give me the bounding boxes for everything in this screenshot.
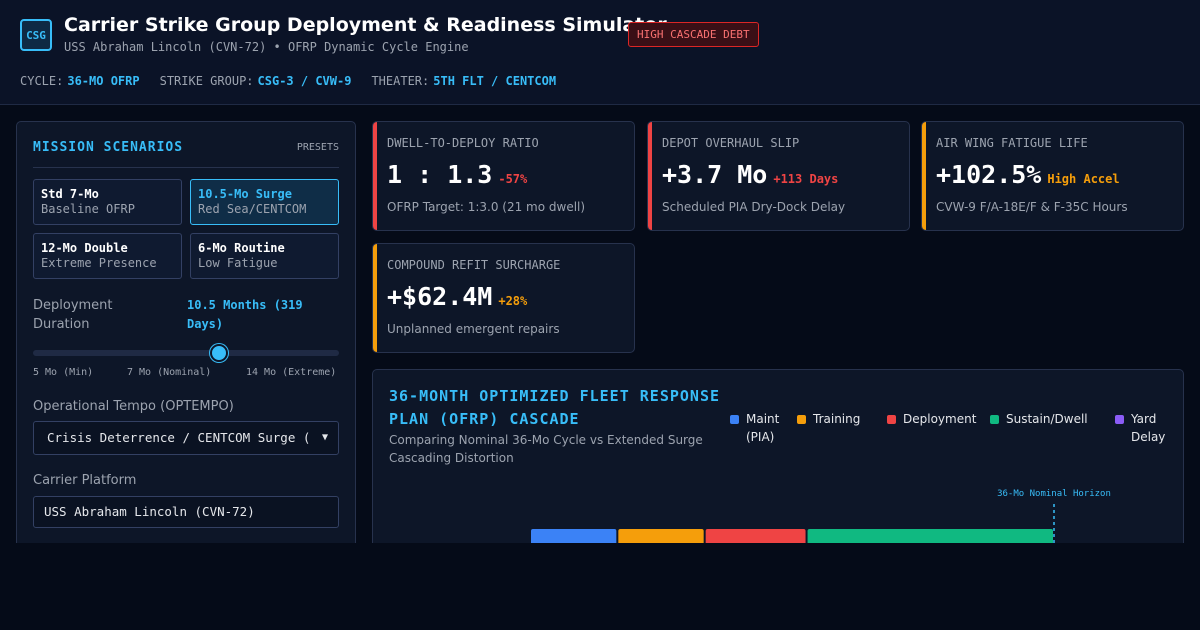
card-accent bbox=[922, 122, 926, 230]
legend-yard-delay: Yard Delay bbox=[1115, 410, 1171, 446]
preset-6mo-routine[interactable]: 6-Mo Routine Low Fatigue bbox=[190, 233, 339, 279]
card-accent bbox=[373, 244, 377, 352]
card-delta: +28% bbox=[498, 294, 528, 308]
legend-training: Training bbox=[797, 410, 860, 428]
app-title: Carrier Strike Group Deployment & Readin… bbox=[64, 14, 667, 36]
viewport-edge bbox=[0, 543, 1200, 630]
ofrp-cascade-panel: 36-MONTH OPTIMIZED FLEET RESPONSE PLAN (… bbox=[372, 369, 1184, 569]
mission-scenarios-panel: MISSION SCENARIOS PRESETS Std 7-Mo Basel… bbox=[16, 121, 356, 561]
carrier-label: Carrier Platform bbox=[33, 473, 137, 488]
preset-12mo-double[interactable]: 12-Mo Double Extreme Presence bbox=[33, 233, 182, 279]
legend-deployment: Deployment bbox=[887, 410, 976, 428]
metric-dwell-ratio: DWELL-TO-DEPLOY RATIO 1 : 1.3 -57% OFRP T… bbox=[372, 121, 635, 231]
card-accent bbox=[648, 122, 652, 230]
metric-fatigue-life: AIR WING FATIGUE LIFE +102.5% High Accel … bbox=[921, 121, 1184, 231]
carrier-platform-field[interactable]: USS Abraham Lincoln (CVN-72) bbox=[33, 496, 339, 528]
duration-value: 10.5 Months (319 Days) bbox=[187, 298, 303, 331]
meta-strike-group: STRIKE GROUP: CSG-3 / CVW-9 bbox=[159, 74, 352, 88]
horizon-label: 36-Mo Nominal Horizon bbox=[997, 489, 1111, 499]
chart-title: 36-MONTH OPTIMIZED FLEET RESPONSE PLAN (… bbox=[389, 387, 721, 428]
meta-theater: THEATER: 5TH FLT / CENTCOM bbox=[371, 74, 557, 88]
legend-sustain: Sustain/Dwell bbox=[990, 410, 1088, 428]
optempo-select[interactable]: Crisis Deterrence / CENTCOM Surge ( ▼ bbox=[33, 421, 339, 455]
chevron-down-icon: ▼ bbox=[318, 422, 332, 454]
card-accent bbox=[373, 122, 377, 230]
legend-swatch bbox=[797, 415, 806, 424]
card-delta: +113 Days bbox=[773, 172, 839, 186]
legend-swatch bbox=[1115, 415, 1124, 424]
preset-std-7mo[interactable]: Std 7-Mo Baseline OFRP bbox=[33, 179, 182, 225]
metric-refit-surcharge: COMPOUND REFIT SURCHARGE +$62.4M +28% Unp… bbox=[372, 243, 635, 353]
slider-tick-nominal: 7 Mo (Nominal) bbox=[127, 367, 212, 378]
duration-label: Deployment Duration bbox=[33, 298, 113, 332]
app-header: CSG Carrier Strike Group Deployment & Re… bbox=[0, 0, 1200, 105]
optempo-label: Operational Tempo (OPTEMPO) bbox=[33, 399, 234, 414]
card-delta: -57% bbox=[498, 172, 528, 186]
duration-slider-thumb[interactable] bbox=[209, 344, 228, 362]
legend-swatch bbox=[990, 415, 999, 424]
panel-title: MISSION SCENARIOS bbox=[33, 140, 184, 155]
metric-depot-slip: DEPOT OVERHAUL SLIP +3.7 Mo +113 Days Sch… bbox=[647, 121, 910, 231]
header-meta: CYCLE: 36-MO OFRP STRIKE GROUP: CSG-3 / CV… bbox=[20, 74, 556, 88]
legend-swatch bbox=[887, 415, 896, 424]
cascade-status-badge: HIGH CASCADE DEBT bbox=[628, 22, 759, 47]
legend-maint: Maint (PIA) bbox=[730, 410, 792, 446]
slider-tick-extreme: 14 Mo (Extreme) bbox=[246, 367, 337, 378]
app-subtitle: USS Abraham Lincoln (CVN-72) • OFRP Dyna… bbox=[64, 40, 469, 54]
meta-cycle: CYCLE: 36-MO OFRP bbox=[20, 74, 140, 88]
panel-header: MISSION SCENARIOS PRESETS bbox=[33, 140, 339, 168]
slider-tick-min: 5 Mo (Min) bbox=[33, 367, 94, 378]
card-delta: High Accel bbox=[1047, 172, 1120, 186]
app-logo: CSG bbox=[20, 19, 52, 51]
chart-subtitle: Comparing Nominal 36-Mo Cycle vs Extende… bbox=[389, 433, 703, 465]
legend-swatch bbox=[730, 415, 739, 424]
preset-10-5mo-surge[interactable]: 10.5-Mo Surge Red Sea/CENTCOM bbox=[190, 179, 339, 225]
duration-slider-track[interactable] bbox=[33, 350, 339, 356]
presets-label: PRESETS bbox=[296, 142, 339, 153]
